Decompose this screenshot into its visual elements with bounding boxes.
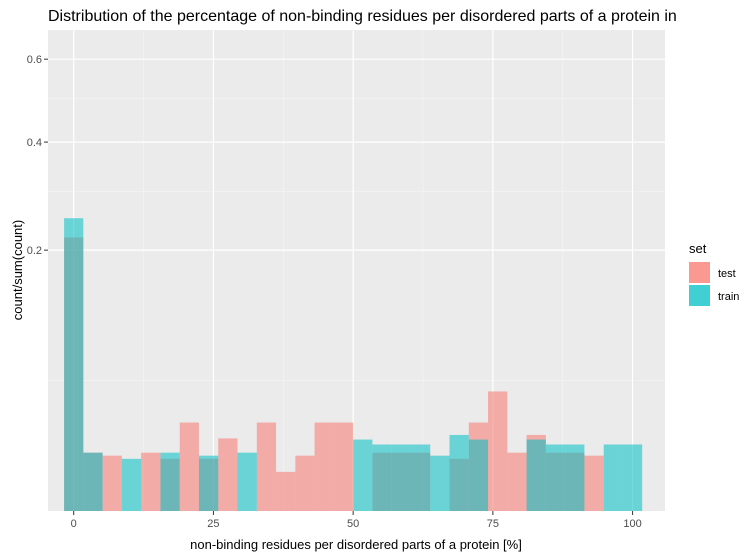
- legend-label-train: train: [718, 291, 739, 303]
- bar-train: [545, 444, 566, 511]
- bar-test: [141, 452, 161, 511]
- bar-train: [430, 455, 450, 511]
- bar-train: [622, 444, 643, 511]
- bar-test: [102, 455, 122, 511]
- y-axis-label: count/sum(count): [10, 220, 25, 320]
- bar-train: [121, 458, 142, 511]
- legend-title: set: [689, 241, 707, 256]
- series-train-bars: [64, 218, 643, 511]
- x-tick-label: 100: [623, 518, 641, 530]
- bar-test: [218, 438, 238, 511]
- bar-train: [526, 439, 546, 511]
- plot-panel: [48, 30, 665, 511]
- legend-label-test: test: [718, 268, 736, 280]
- bar-train: [410, 444, 431, 511]
- bar-test: [507, 452, 527, 511]
- bar-test: [179, 422, 199, 511]
- bar-test: [314, 422, 334, 511]
- bar-train: [468, 439, 489, 511]
- x-axis: 0 25 50 75 100: [71, 511, 642, 530]
- bar-test: [584, 455, 604, 511]
- minor-gridlines: [48, 30, 665, 511]
- bar-test: [256, 422, 277, 511]
- bar-train: [64, 218, 84, 511]
- bar-train: [603, 444, 623, 511]
- legend-key-train: [689, 285, 710, 306]
- bar-test: [295, 455, 315, 511]
- y-axis: 0.2 0.4 0.6: [27, 54, 48, 257]
- legend: set test train: [689, 241, 739, 306]
- x-tick-label: 25: [207, 518, 219, 530]
- bar-test: [333, 422, 354, 511]
- bar-train: [449, 434, 469, 511]
- bar-train: [237, 452, 257, 511]
- x-tick-label: 75: [487, 518, 499, 530]
- bar-train: [160, 452, 180, 511]
- bar-train: [353, 439, 373, 511]
- legend-key-test: [689, 262, 710, 283]
- x-tick-label: 0: [71, 518, 77, 530]
- y-tick-label: 0.2: [27, 245, 42, 257]
- bar-train: [372, 444, 392, 511]
- bar-train: [565, 444, 585, 511]
- bar-test: [276, 471, 296, 511]
- x-axis-label: non-binding residues per disordered part…: [190, 537, 522, 552]
- bar-train: [198, 455, 219, 511]
- bar-train: [391, 444, 411, 511]
- y-tick-label: 0.4: [27, 137, 42, 149]
- bar-train: [83, 452, 103, 511]
- bar-test: [488, 391, 508, 511]
- x-tick-label: 50: [347, 518, 359, 530]
- y-tick-label: 0.6: [27, 54, 42, 66]
- chart-title: Distribution of the percentage of non-bi…: [48, 8, 677, 25]
